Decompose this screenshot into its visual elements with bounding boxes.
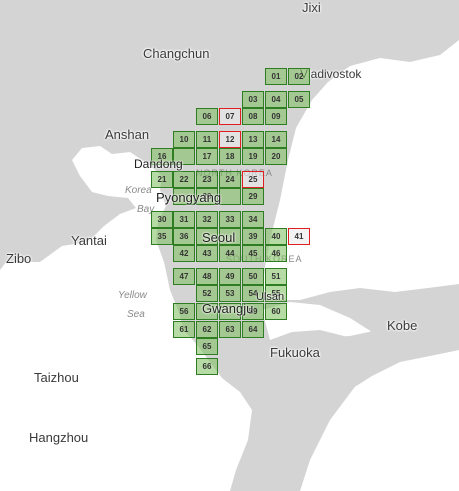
place-anshan: Anshan — [105, 127, 150, 142]
grid-tile-51[interactable]: 51 — [265, 268, 287, 285]
grid-tile-01[interactable]: 01 — [265, 68, 287, 85]
grid-tile-03[interactable]: 03 — [242, 91, 264, 108]
grid-tile-60[interactable]: 60 — [265, 303, 287, 320]
place-yantai: Yantai — [71, 233, 107, 248]
water-label-yellow: Yellow — [118, 290, 147, 301]
place-fukuoka: Fukuoka — [270, 345, 320, 360]
grid-tile-34[interactable]: 34 — [242, 211, 264, 228]
water-label-korea: Korea — [125, 185, 152, 196]
grid-tile-32[interactable]: 32 — [196, 211, 218, 228]
grid-tile-55[interactable]: 55 — [265, 285, 287, 302]
grid-tile-16[interactable]: 16 — [151, 148, 173, 165]
grid-tile-56[interactable]: 56 — [173, 303, 195, 320]
grid-tile-unlabeled[interactable] — [196, 303, 218, 320]
grid-tile-unlabeled[interactable] — [219, 188, 241, 205]
pacific-water — [300, 345, 459, 491]
grid-tile-53[interactable]: 53 — [219, 285, 241, 302]
place-changchun: Changchun — [143, 46, 210, 61]
grid-tile-19[interactable]: 19 — [242, 148, 264, 165]
grid-tile-13[interactable]: 13 — [242, 131, 264, 148]
japan-land — [262, 300, 459, 458]
grid-tile-05[interactable]: 05 — [288, 91, 310, 108]
grid-tile-36[interactable]: 36 — [173, 228, 195, 245]
grid-tile-62[interactable]: 62 — [196, 321, 218, 338]
grid-tile-20[interactable]: 20 — [265, 148, 287, 165]
place-taizhou: Taizhou — [34, 370, 79, 385]
grid-tile-41[interactable]: 41 — [288, 228, 310, 245]
grid-tile-unlabeled[interactable] — [196, 228, 218, 245]
place-hangzhou: Hangzhou — [29, 430, 89, 445]
place-kobe: Kobe — [387, 318, 418, 333]
grid-tile-unlabeled[interactable] — [219, 228, 241, 245]
water-label-bay: Bay — [137, 204, 155, 215]
grid-tile-10[interactable]: 10 — [173, 131, 195, 148]
grid-tile-unlabeled[interactable] — [173, 148, 195, 165]
place-jixi: Jixi — [302, 0, 321, 15]
grid-tile-66[interactable]: 66 — [196, 358, 218, 375]
grid-tile-64[interactable]: 64 — [242, 321, 264, 338]
water-label-sea: Sea — [127, 309, 145, 320]
grid-tile-44[interactable]: 44 — [219, 245, 241, 262]
grid-tile-21[interactable]: 21 — [151, 171, 173, 188]
grid-tile-28[interactable]: 28 — [196, 188, 218, 205]
grid-tile-09[interactable]: 09 — [265, 108, 287, 125]
grid-tile-39[interactable]: 39 — [242, 228, 264, 245]
grid-tile-22[interactable]: 22 — [173, 171, 195, 188]
grid-tile-54[interactable]: 54 — [242, 285, 264, 302]
grid-tile-30[interactable]: 30 — [151, 211, 173, 228]
grid-tile-07[interactable]: 07 — [219, 108, 241, 125]
place-zibo: Zibo — [6, 251, 32, 266]
grid-tile-40[interactable]: 40 — [265, 228, 287, 245]
grid-tile-47[interactable]: 47 — [173, 268, 195, 285]
grid-tile-48[interactable]: 48 — [196, 268, 218, 285]
place-vladivostok: Vladivostok — [300, 67, 362, 81]
grid-tile-08[interactable]: 08 — [242, 108, 264, 125]
grid-tile-31[interactable]: 31 — [173, 211, 195, 228]
grid-tile-11[interactable]: 11 — [196, 131, 218, 148]
grid-tile-14[interactable]: 14 — [265, 131, 287, 148]
grid-tile-35[interactable]: 35 — [151, 228, 173, 245]
yellow-sea-water — [0, 146, 252, 491]
grid-tile-33[interactable]: 33 — [219, 211, 241, 228]
grid-tile-18[interactable]: 18 — [219, 148, 241, 165]
grid-tile-unlabeled[interactable] — [219, 303, 241, 320]
grid-tile-50[interactable]: 50 — [242, 268, 264, 285]
grid-tile-17[interactable]: 17 — [196, 148, 218, 165]
grid-tile-61[interactable]: 61 — [173, 321, 195, 338]
grid-tile-25[interactable]: 25 — [242, 171, 264, 188]
grid-tile-63[interactable]: 63 — [219, 321, 241, 338]
grid-tile-12[interactable]: 12 — [219, 131, 241, 148]
grid-tile-43[interactable]: 43 — [196, 245, 218, 262]
strait-water — [262, 302, 372, 340]
grid-tile-42[interactable]: 42 — [173, 245, 195, 262]
grid-tile-24[interactable]: 24 — [219, 171, 241, 188]
grid-tile-52[interactable]: 52 — [196, 285, 218, 302]
grid-tile-23[interactable]: 23 — [196, 171, 218, 188]
grid-tile-65[interactable]: 65 — [196, 338, 218, 355]
grid-tile-unlabeled[interactable] — [173, 188, 195, 205]
grid-tile-59[interactable]: 59 — [242, 303, 264, 320]
grid-tile-49[interactable]: 49 — [219, 268, 241, 285]
grid-tile-02[interactable]: 02 — [288, 68, 310, 85]
grid-tile-45[interactable]: 45 — [242, 245, 264, 262]
grid-tile-46[interactable]: 46 — [265, 245, 287, 262]
grid-tile-04[interactable]: 04 — [265, 91, 287, 108]
east-sea-water — [262, 40, 459, 300]
grid-tile-06[interactable]: 06 — [196, 108, 218, 125]
grid-tile-29[interactable]: 29 — [242, 188, 264, 205]
